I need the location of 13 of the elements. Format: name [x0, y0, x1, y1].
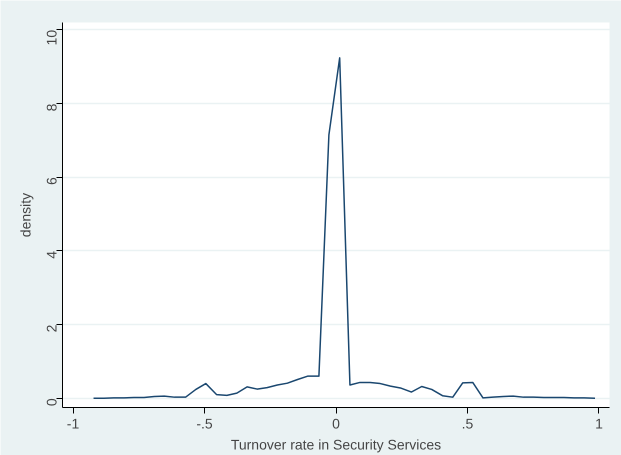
x-tick-label: -.5 [196, 416, 213, 432]
x-tick-label: 0 [332, 416, 340, 432]
y-tick-label: 10 [44, 30, 60, 46]
x-tick-label: 1 [595, 416, 604, 432]
y-tick-label: 8 [44, 103, 60, 112]
y-tick-label: 2 [44, 324, 60, 332]
y-tick-label: 4 [44, 250, 60, 259]
x-axis-title: Turnover rate in Security Services [230, 436, 442, 452]
y-tick-label: 6 [44, 177, 60, 186]
x-tick-label: -1 [66, 416, 80, 432]
y-axis-title: density [18, 192, 34, 238]
y-tick-label: 0 [44, 398, 60, 406]
x-tick-label: .5 [462, 416, 474, 432]
